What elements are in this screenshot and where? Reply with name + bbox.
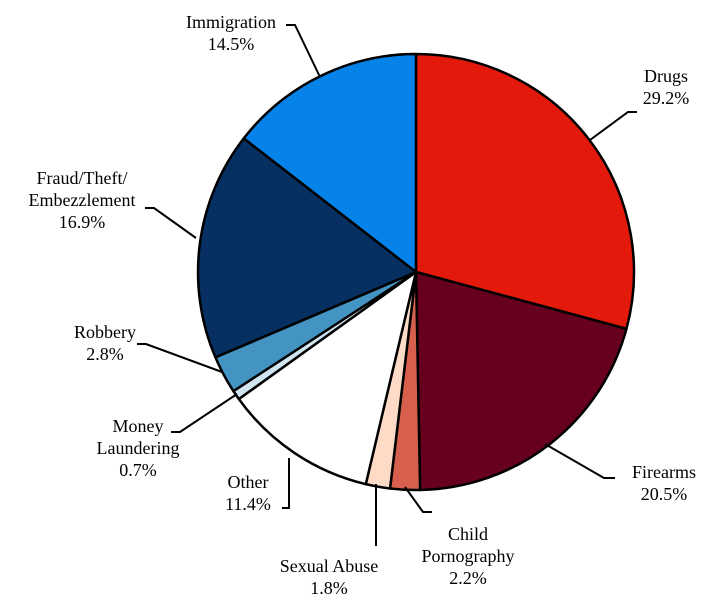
pie-slices: [196, 52, 636, 492]
slice-label-sexual-abuse: Sexual Abuse 1.8%: [280, 556, 379, 598]
leader-line-drugs: [589, 111, 637, 141]
pie-slice-other: [237, 270, 418, 486]
pie-slice-fraud-theft-embezzlement: [196, 137, 418, 359]
slice-label-child-pornography: Child Pornography 2.2%: [422, 524, 515, 588]
leader-line-child-pornography: [404, 486, 432, 513]
leader-line-money-laundering: [171, 393, 238, 433]
slice-labels: Drugs 29.2% Firearms 20.5% Child Pornography 2…: [29, 12, 696, 598]
slice-label-drugs: Drugs 29.2%: [643, 66, 690, 108]
pie-slice-firearms: [414, 270, 628, 492]
pie-slice-drugs: [414, 52, 636, 331]
slice-label-firearms: Firearms 20.5%: [632, 462, 696, 504]
leader-line-immigration: [286, 24, 321, 78]
slice-label-other: Other 11.4%: [225, 472, 271, 514]
leader-line-other: [282, 458, 290, 509]
leader-line-robbery: [137, 343, 223, 373]
leader-line-firearms: [544, 443, 615, 479]
slice-label-immigration: Immigration 14.5%: [186, 12, 276, 54]
leader-line-fraud-theft-embezzlement: [145, 207, 197, 239]
slice-label-robbery: Robbery 2.8%: [74, 322, 136, 364]
slice-label-money-laundering: Money Laundering 0.7%: [97, 416, 180, 480]
leader-lines: [137, 24, 637, 546]
slice-label-fraud-theft-embezzlement: Fraud/Theft/Embezzlement 16.9%: [29, 168, 136, 232]
